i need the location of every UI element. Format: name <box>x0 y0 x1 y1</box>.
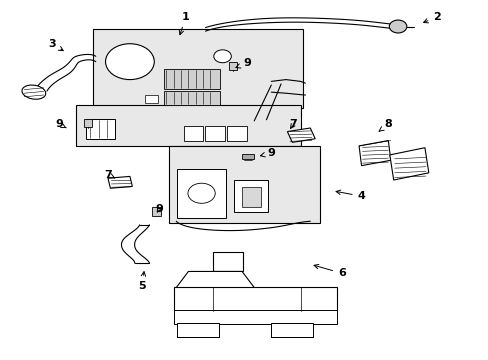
Circle shape <box>105 44 154 80</box>
Text: 9: 9 <box>260 148 275 158</box>
Bar <box>168 146 320 223</box>
Text: 7: 7 <box>289 120 297 129</box>
Bar <box>144 95 158 103</box>
Polygon shape <box>176 271 254 288</box>
Circle shape <box>388 20 406 33</box>
Text: 1: 1 <box>179 12 189 35</box>
Bar <box>93 30 303 108</box>
Text: 8: 8 <box>378 120 391 131</box>
Text: 2: 2 <box>423 12 440 23</box>
Bar <box>163 69 220 89</box>
Text: 9: 9 <box>235 58 250 68</box>
Bar <box>242 154 254 159</box>
Bar <box>163 91 220 105</box>
Text: 7: 7 <box>104 170 115 180</box>
Text: 3: 3 <box>48 39 63 51</box>
Bar <box>173 287 336 311</box>
Polygon shape <box>287 128 315 142</box>
Circle shape <box>213 50 231 63</box>
Bar <box>177 169 225 218</box>
Polygon shape <box>389 148 428 180</box>
Bar <box>173 310 336 324</box>
Bar <box>177 323 218 337</box>
Bar <box>233 180 267 212</box>
Bar <box>205 126 224 140</box>
Text: 4: 4 <box>335 190 365 201</box>
Text: 5: 5 <box>138 272 145 291</box>
Bar <box>228 62 236 69</box>
Ellipse shape <box>22 85 46 99</box>
Bar <box>152 207 160 216</box>
Polygon shape <box>108 176 132 188</box>
Bar <box>83 119 92 127</box>
Bar <box>242 187 260 207</box>
Bar <box>76 105 300 146</box>
Text: 9: 9 <box>55 120 66 129</box>
Circle shape <box>187 183 215 203</box>
Text: 9: 9 <box>155 204 163 214</box>
Bar <box>271 323 312 337</box>
Bar <box>183 126 203 140</box>
Bar <box>86 119 115 139</box>
Bar <box>227 126 246 140</box>
Text: 6: 6 <box>313 264 345 278</box>
Bar <box>212 252 243 271</box>
Polygon shape <box>358 140 390 166</box>
